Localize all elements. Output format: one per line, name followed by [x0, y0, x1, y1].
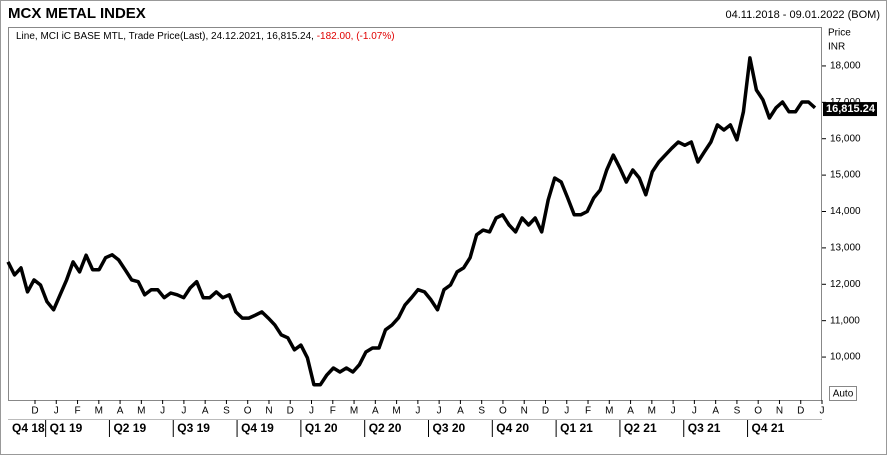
quarter-label: Q2 19 [113, 421, 146, 435]
subtitle-text: Line, MCI iC BASE MTL, Trade Price(Last)… [16, 31, 314, 42]
y-tick-label: 13,000 [830, 243, 861, 254]
month-label: S [223, 406, 230, 417]
month-label: J [692, 406, 697, 417]
month-label: J [54, 406, 59, 417]
axis-label: Price [828, 28, 851, 39]
quarter-label: Q3 20 [433, 421, 466, 435]
quarter-label: Q1 20 [305, 421, 338, 435]
subtitle: Line, MCI iC BASE MTL, Trade Price(Last)… [16, 31, 395, 42]
month-label: F [330, 406, 336, 417]
change-pct: (-1.07%) [356, 31, 394, 42]
month-label: A [627, 406, 634, 417]
month-label: F [585, 406, 591, 417]
month-label: J [437, 406, 442, 417]
month-label: A [457, 406, 464, 417]
price-line [6, 56, 817, 387]
axis-unit: INR [828, 42, 845, 53]
last-value-tag [823, 102, 877, 117]
month-label: A [117, 406, 124, 417]
chart-title: MCX METAL INDEX [8, 5, 146, 22]
month-label: M [392, 406, 400, 417]
month-label: D [542, 406, 549, 417]
y-tick-label: 11,000 [830, 315, 860, 326]
quarter-label: Q4 19 [241, 421, 274, 435]
month-label: N [521, 406, 528, 417]
month-label: D [797, 406, 804, 417]
quarter-label: Q2 21 [624, 421, 657, 435]
quarter-label: Q1 21 [560, 421, 593, 435]
y-tick-label: 18,000 [830, 61, 861, 72]
month-label: D [287, 406, 294, 417]
month-label: J [181, 406, 186, 417]
y-tick-label: 12,000 [830, 279, 861, 290]
quarter-label: Q3 19 [177, 421, 210, 435]
quarter-label: Q4 18 [12, 421, 45, 435]
auto-button[interactable] [829, 386, 857, 401]
y-tick-label: 15,000 [830, 170, 861, 181]
month-label: J [415, 406, 420, 417]
change: -182.00, [317, 31, 354, 42]
auto-button-label[interactable]: Auto [833, 389, 854, 400]
month-label: A [712, 406, 719, 417]
quarter-label: Q4 20 [496, 421, 529, 435]
month-label: M [350, 406, 358, 417]
date-range: 04.11.2018 - 09.01.2022 (BOM) [725, 9, 880, 21]
y-tick-label: 10,000 [830, 352, 861, 363]
month-label: O [244, 406, 252, 417]
month-label: S [478, 406, 485, 417]
quarter-label: Q3 21 [688, 421, 721, 435]
month-label: J [160, 406, 165, 417]
month-label: D [31, 406, 38, 417]
month-label: A [202, 406, 209, 417]
month-label: A [372, 406, 379, 417]
last-value-label: 16,815.24 [826, 103, 876, 115]
quarter-label: Q2 20 [369, 421, 402, 435]
month-label: M [95, 406, 103, 417]
quarter-label: Q4 21 [752, 421, 785, 435]
y-tick-label: 14,000 [830, 206, 861, 217]
month-label: J [564, 406, 569, 417]
month-label: J [671, 406, 676, 417]
month-label: N [265, 406, 272, 417]
month-label: N [776, 406, 783, 417]
month-label: O [499, 406, 507, 417]
month-label: M [648, 406, 656, 417]
month-label: O [754, 406, 762, 417]
month-label: S [734, 406, 741, 417]
plot-frame [8, 27, 822, 401]
month-label: F [74, 406, 80, 417]
month-label: M [137, 406, 145, 417]
y-tick-label: 16,000 [830, 133, 861, 144]
month-label: M [605, 406, 613, 417]
quarter-label: Q1 19 [50, 421, 83, 435]
month-label: J [309, 406, 314, 417]
month-label: J [820, 406, 825, 417]
